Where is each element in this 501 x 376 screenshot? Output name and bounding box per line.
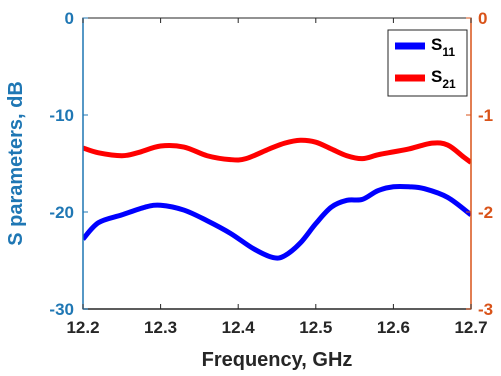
y-left-tick-label: -30 — [49, 300, 74, 319]
legend-label-s21-main: S — [431, 67, 442, 86]
y-right-tick-label: -3 — [478, 300, 493, 319]
series-line-s21 — [83, 137, 471, 165]
legend-label-s21-sub: 21 — [442, 77, 456, 91]
y-axis-title-left: S parameters, dB — [5, 81, 27, 246]
legend-label-s11-sub: 11 — [442, 45, 455, 59]
x-tick-label: 12.5 — [299, 318, 332, 337]
x-tick-label: 12.6 — [377, 318, 410, 337]
x-tick-label: 12.4 — [222, 318, 256, 337]
x-tick-label: 12.2 — [66, 318, 99, 337]
series-line-s11 — [83, 183, 471, 261]
y-right-tick-label: -2 — [478, 203, 493, 222]
legend-label-s11-main: S — [431, 35, 442, 54]
legend-label-s21: S21 — [431, 67, 456, 91]
plot-layer — [83, 137, 471, 261]
y-left-tick-label: -20 — [49, 203, 74, 222]
y-right-tick-label: -1 — [478, 106, 493, 125]
y-left-tick-label: -10 — [49, 106, 74, 125]
y-right-tick-label: 0 — [478, 9, 487, 28]
ticks-layer: 12.2 12.3 12.4 12.5 12.6 12.7 0 -10 -20 -30 0 -1 -2 -… — [49, 9, 493, 337]
x-axis-title: Frequency, GHz — [202, 349, 353, 371]
legend-box — [387, 29, 468, 97]
legend-label-s11: S11 — [431, 35, 455, 59]
x-tick-label: 12.3 — [144, 318, 177, 337]
y-left-tick-label: 0 — [65, 9, 74, 28]
legend: S11 S21 — [387, 29, 468, 97]
x-tick-label: 12.7 — [454, 318, 487, 337]
